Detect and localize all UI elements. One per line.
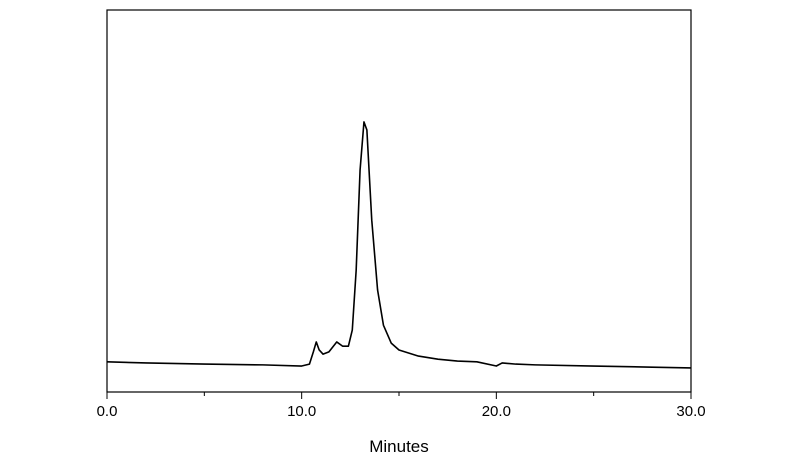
plot-frame [106,9,692,393]
x-axis-label: Minutes [369,437,429,456]
x-tick-label: 0.0 [97,403,118,420]
chromatogram-line [106,121,692,369]
x-tick-label: 10.0 [287,403,316,420]
x-tick-label: 30.0 [676,403,705,420]
x-tick-label: 20.0 [482,403,511,420]
